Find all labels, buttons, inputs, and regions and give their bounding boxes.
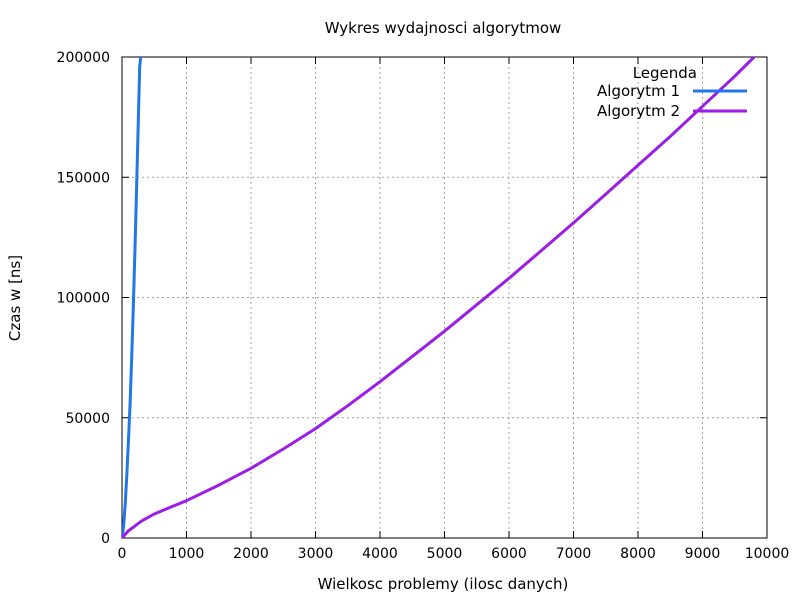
legend-title: Legenda	[633, 64, 697, 82]
series-layer	[122, 57, 756, 538]
chart-title: Wykres wydajnosci algorytmow	[325, 19, 562, 37]
y-tick-label: 100000	[57, 291, 110, 307]
grid	[122, 57, 767, 538]
y-axis-title: Czas w [ns]	[6, 255, 24, 341]
legend: Legenda Algorytm 1 Algorytm 2	[597, 64, 747, 120]
x-tick-label: 1000	[169, 546, 205, 562]
y-tick-label: 150000	[57, 170, 110, 186]
x-tick-label: 3000	[298, 546, 334, 562]
x-tick-label: 4000	[362, 546, 398, 562]
x-axis-title: Wielkosc problemy (ilosc danych)	[318, 575, 569, 593]
x-tick-label: 0	[118, 546, 127, 562]
x-tick-label: 8000	[620, 546, 656, 562]
series-line-algorytm-2	[122, 57, 756, 538]
y-tick-label: 50000	[65, 411, 110, 427]
legend-label-algorytm-1: Algorytm 1	[597, 82, 680, 100]
ticks: 0 1000 2000 3000 4000 5000 6000 7000 8000 9000 100…	[57, 50, 790, 562]
x-tick-label: 6000	[491, 546, 527, 562]
x-tick-label: 9000	[685, 546, 721, 562]
y-tick-label: 0	[101, 531, 110, 547]
x-tick-label: 10000	[745, 546, 790, 562]
legend-label-algorytm-2: Algorytm 2	[597, 102, 680, 120]
series-line-algorytm-1	[122, 57, 143, 538]
x-tick-label: 2000	[233, 546, 269, 562]
x-tick-label: 7000	[556, 546, 592, 562]
x-tick-label: 5000	[427, 546, 463, 562]
y-tick-label: 200000	[57, 50, 110, 66]
